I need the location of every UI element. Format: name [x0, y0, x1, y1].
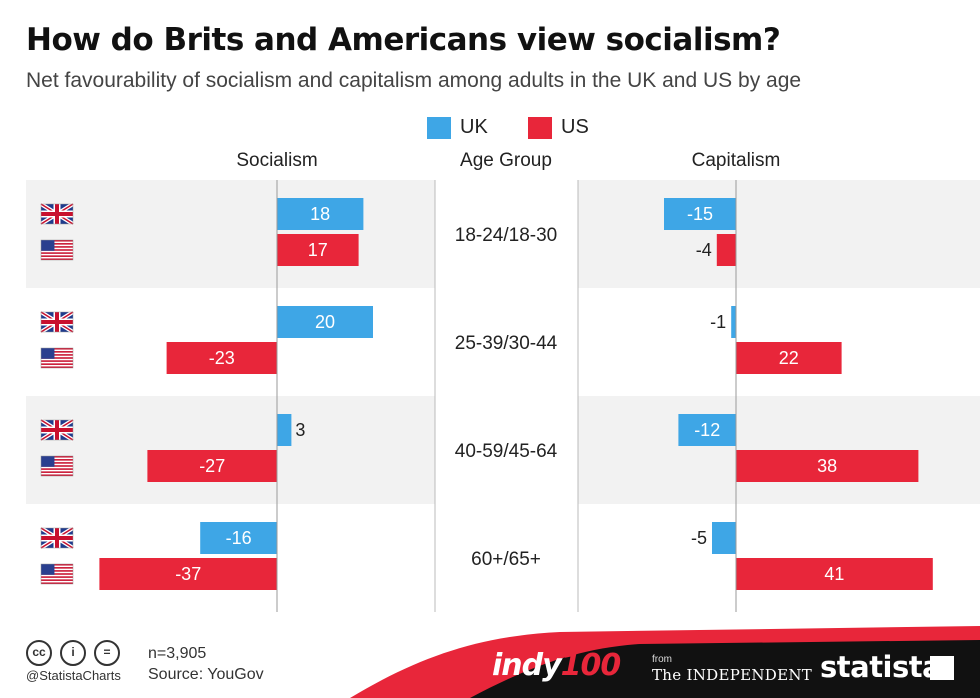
socialism-bar-us: [277, 234, 359, 266]
uk-flag-icon: [39, 526, 75, 550]
capitalism-bar-uk: [731, 306, 736, 338]
legend-label-uk: UK: [460, 116, 488, 138]
capitalism-bar-uk: [664, 198, 736, 230]
uk-flag-icon: [39, 310, 75, 334]
socialism-bar-uk-label: 3: [295, 420, 305, 440]
capitalism-bar-uk-label: -1: [710, 312, 726, 332]
age-group-label: 40-59/45-64: [455, 441, 558, 462]
chart-title: How do Brits and Americans view socialis…: [26, 22, 781, 58]
capitalism-bar-us-label: 38: [817, 456, 837, 476]
legend: UK US: [0, 114, 980, 140]
us-flag-icon: [40, 239, 74, 261]
statista-mark-icon: [930, 656, 954, 680]
socialism-bar-uk: [200, 522, 277, 554]
statista-logo: statista: [820, 650, 942, 684]
capitalism-bar-us: [736, 450, 919, 482]
socialism-bar-uk: [277, 198, 364, 230]
socialism-bar-us: [99, 558, 278, 590]
socialism-bar-uk-label: 18: [310, 204, 330, 224]
legend-label-us: US: [561, 116, 589, 138]
socialism-bar-uk: [277, 306, 373, 338]
socialism-bar-us-label: -23: [209, 348, 235, 368]
age-group-label: 25-39/30-44: [455, 333, 558, 354]
us-flag-icon: [40, 347, 74, 369]
logo-from-text: from: [652, 654, 672, 665]
source-note: Source: YouGov: [148, 666, 264, 683]
legend-swatch-us: [528, 117, 552, 139]
age-group-label: 60+/65+: [471, 549, 541, 570]
socialism-bar-us-label: 17: [308, 240, 328, 260]
independent-logo: The INDEPENDENT: [652, 666, 813, 684]
attribution-icon: i: [60, 640, 86, 666]
capitalism-bar-uk-label: -15: [687, 204, 713, 224]
row-band-right: [578, 180, 980, 288]
chart-area: 18 17 -15 -4 18-24/18-30 20 -23 -1 22 25-39/30-44…: [26, 180, 980, 612]
capitalism-bar-us: [716, 234, 736, 266]
uk-flag-icon: [39, 418, 75, 442]
socialism-bar-us: [166, 342, 277, 374]
age-group-label: 18-24/18-30: [455, 225, 557, 246]
capitalism-bar-uk: [678, 414, 736, 446]
indy100-logo: indy100: [492, 648, 622, 683]
twitter-handle: @StatistaCharts: [26, 668, 121, 683]
socialism-bar-uk-label: -16: [226, 528, 252, 548]
capitalism-bar-us-label: 41: [824, 564, 844, 584]
us-flag-icon: [40, 563, 74, 585]
capitalism-bar-uk-label: -5: [691, 528, 707, 548]
no-derivatives-icon: =: [94, 640, 120, 666]
cc-icon: cc: [26, 640, 52, 666]
socialism-bar-us-label: -37: [175, 564, 201, 584]
socialism-bar-us: [147, 450, 277, 482]
sample-size: n=3,905: [148, 645, 207, 662]
socialism-bar-uk-label: 20: [315, 312, 335, 332]
footer-band: [350, 626, 980, 698]
capitalism-bar-us-label: 22: [779, 348, 799, 368]
capitalism-bar-uk: [712, 522, 736, 554]
indy100-logo-prefix: indy: [492, 648, 562, 683]
socialism-bar-uk: [277, 414, 292, 446]
indy100-logo-suffix: 100: [560, 648, 622, 683]
row-band-left: [26, 180, 435, 288]
capitalism-bar-uk-label: -12: [694, 420, 720, 440]
column-header-socialism: Socialism: [236, 150, 318, 171]
legend-swatch-uk: [427, 117, 451, 139]
capitalism-bar-us: [736, 558, 933, 590]
column-header-capitalism: Capitalism: [691, 150, 781, 171]
column-header-age-group: Age Group: [460, 150, 552, 171]
us-flag-icon: [40, 455, 74, 477]
socialism-bar-us-label: -27: [199, 456, 225, 476]
chart-subtitle: Net favourability of socialism and capit…: [26, 69, 802, 92]
capitalism-bar-us: [736, 342, 842, 374]
capitalism-bar-us-label: -4: [696, 240, 712, 260]
uk-flag-icon: [39, 202, 75, 226]
